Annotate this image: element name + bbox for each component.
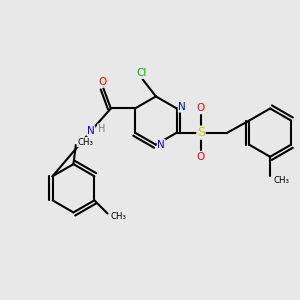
Text: N: N (87, 126, 95, 136)
Text: O: O (98, 77, 106, 87)
Text: CH₃: CH₃ (111, 212, 127, 221)
Text: CH₃: CH₃ (77, 137, 93, 146)
Text: N: N (157, 140, 165, 150)
Text: Cl: Cl (136, 68, 146, 78)
Text: O: O (197, 152, 205, 162)
Text: N: N (178, 102, 186, 112)
Text: H: H (98, 124, 105, 134)
Text: O: O (197, 103, 205, 113)
Text: S: S (197, 126, 205, 139)
Text: CH₃: CH₃ (273, 176, 289, 185)
